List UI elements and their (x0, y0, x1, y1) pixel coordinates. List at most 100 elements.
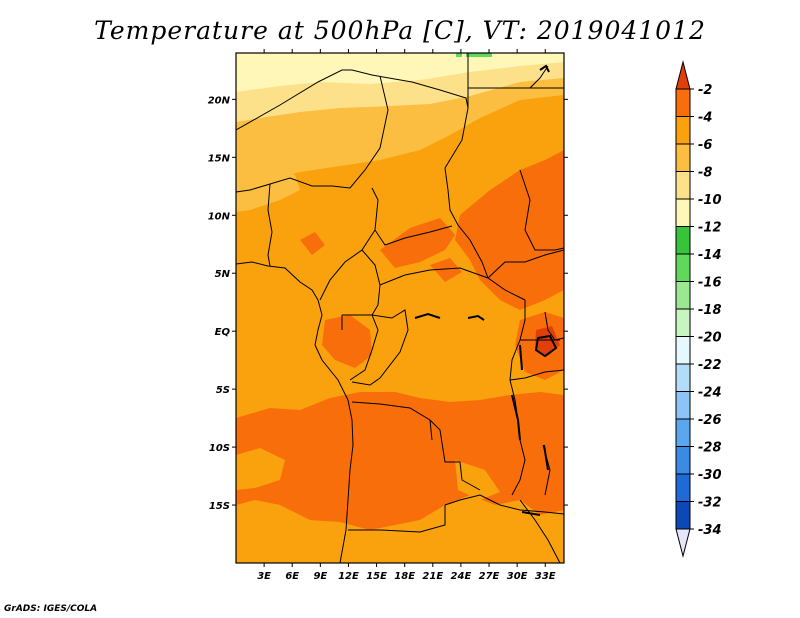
border-ethiopia (519, 169, 564, 251)
colorbar: -2 -4 -6 -8 -10 -12 -14 -16 -18 -20 -22 -24 -26 -28 -3… (675, 60, 722, 558)
band-neg12-to-neg14 (466, 53, 492, 57)
border-zimbabwe (519, 499, 561, 563)
band-neg4-to-neg6-se (455, 460, 500, 500)
lon-tick-label: 6E (285, 571, 299, 582)
colorbar-swatch (675, 363, 691, 392)
colorbar-label: -24 (698, 386, 722, 401)
temperature-field (236, 53, 564, 563)
country-borders (236, 53, 564, 563)
map-title: Temperature at 500hPa [C], VT: 201904101… (94, 16, 706, 45)
lon-tick-label: 30E (507, 571, 528, 582)
band-neg4-to-neg6-sbottom (236, 520, 564, 563)
border-niger-south (236, 75, 389, 193)
lat-tick-label: EQ (215, 327, 231, 338)
border-nigeria-cameroon (319, 229, 376, 301)
lon-tick-label: 18E (394, 571, 415, 582)
band-neg10-to-neg12 (236, 53, 564, 92)
colorbar-label: -10 (698, 193, 722, 208)
lake-albert (519, 344, 523, 371)
colorbar-label: -28 (698, 441, 722, 456)
lat-tick-label: 10S (209, 443, 230, 454)
colorbar-top-arrow (675, 60, 691, 90)
border-benin-nigeria (267, 183, 273, 267)
map-frame (235, 52, 565, 564)
colorbar-swatch (675, 116, 691, 145)
colorbar-swatch (675, 391, 691, 420)
lon-tick-label: 12E (338, 571, 359, 582)
colorbar-swatch (675, 198, 691, 227)
colorbar-label: -34 (698, 523, 722, 538)
band-neg12-to-neg14-b (456, 53, 462, 57)
lat-tick-label: 5S (216, 385, 230, 396)
colorbar-swatch (675, 253, 691, 282)
colorbar-swatch (675, 171, 691, 200)
band-neg2-to-neg4-east (455, 150, 564, 310)
lon-tick-label: 24E (451, 571, 472, 582)
colorbar-swatch (675, 88, 691, 117)
coastline-atlantic (314, 299, 354, 563)
longitude-axis: 3E 6E 9E 12E 15E 18E 21E 24E 27E 30E 33E (257, 49, 556, 582)
colorbar-swatch (675, 446, 691, 475)
border-angola-drc (351, 401, 481, 491)
colorbar-label: -2 (698, 83, 712, 98)
colorbar-swatch (675, 501, 691, 530)
lake-tanganyika (511, 394, 521, 441)
colorbar-label: -12 (698, 221, 722, 236)
colorbar-label: -22 (698, 358, 722, 373)
border-car-drc (379, 267, 526, 301)
colorbar-bottom-arrow (675, 528, 691, 558)
border-libya-niger (371, 74, 469, 109)
lat-tick-label: 10N (208, 211, 231, 222)
border-tanzania (509, 369, 564, 381)
colorbar-swatch (675, 143, 691, 172)
grads-credit: GrADS: IGES/COLA (4, 604, 98, 614)
lon-tick-label: 3E (257, 571, 271, 582)
lon-tick-label: 9E (313, 571, 327, 582)
coastline-gulf-guinea (236, 261, 319, 301)
lon-tick-label: 33E (535, 571, 556, 582)
lon-tick-label: 15E (366, 571, 387, 582)
border-chad-south (371, 187, 453, 246)
gulf-aqaba (539, 64, 550, 73)
colorbar-swatch (675, 308, 691, 337)
colorbar-label: -20 (698, 331, 722, 346)
colorbar-swatch (675, 281, 691, 310)
border-angola-drc-b (429, 419, 433, 441)
border-zambia-south (444, 494, 564, 515)
colorbar-label: -30 (698, 468, 722, 483)
colorbar-swatch (675, 226, 691, 255)
lat-tick-label: 15S (209, 501, 230, 512)
lake-kariba (521, 511, 541, 516)
border-congo-drc (351, 309, 409, 386)
colorbar-label: -4 (698, 111, 712, 126)
colorbar-label: -16 (698, 276, 722, 291)
band-neg2-to-neg4-patch1 (300, 232, 325, 255)
congo-river-a (414, 312, 441, 319)
band-neg2-to-neg4-patch2 (430, 258, 462, 282)
colorbar-label: -32 (698, 496, 722, 511)
border-chad-sudan (444, 107, 489, 279)
band-neg6-to-neg8-west (236, 165, 300, 212)
border-algeria-mali (236, 69, 373, 131)
colorbar-label: -14 (698, 248, 722, 263)
lon-tick-label: 21E (422, 571, 443, 582)
band-neg2-to-neg4-gabon (322, 315, 372, 368)
border-uganda-kenya (544, 311, 564, 341)
colorbar-swatch (675, 418, 691, 447)
lon-tick-label: 27E (479, 571, 500, 582)
lat-tick-label: 15N (208, 153, 231, 164)
lat-tick-label: 20N (208, 95, 231, 106)
lake-victoria (534, 334, 558, 358)
coastline-red-sea (529, 65, 549, 89)
border-sudan-south (487, 249, 564, 279)
lakes (414, 64, 558, 516)
colorbar-swatch (675, 473, 691, 502)
colorbar-swatch (675, 336, 691, 365)
colorbar-label: -8 (698, 166, 712, 181)
lat-tick-label: 5N (215, 269, 231, 280)
band-neg4-to-neg6-sw (236, 448, 285, 490)
border-drc-east (509, 300, 526, 496)
colorbar-label: -6 (698, 138, 712, 153)
border-gabon-congo (342, 314, 379, 381)
